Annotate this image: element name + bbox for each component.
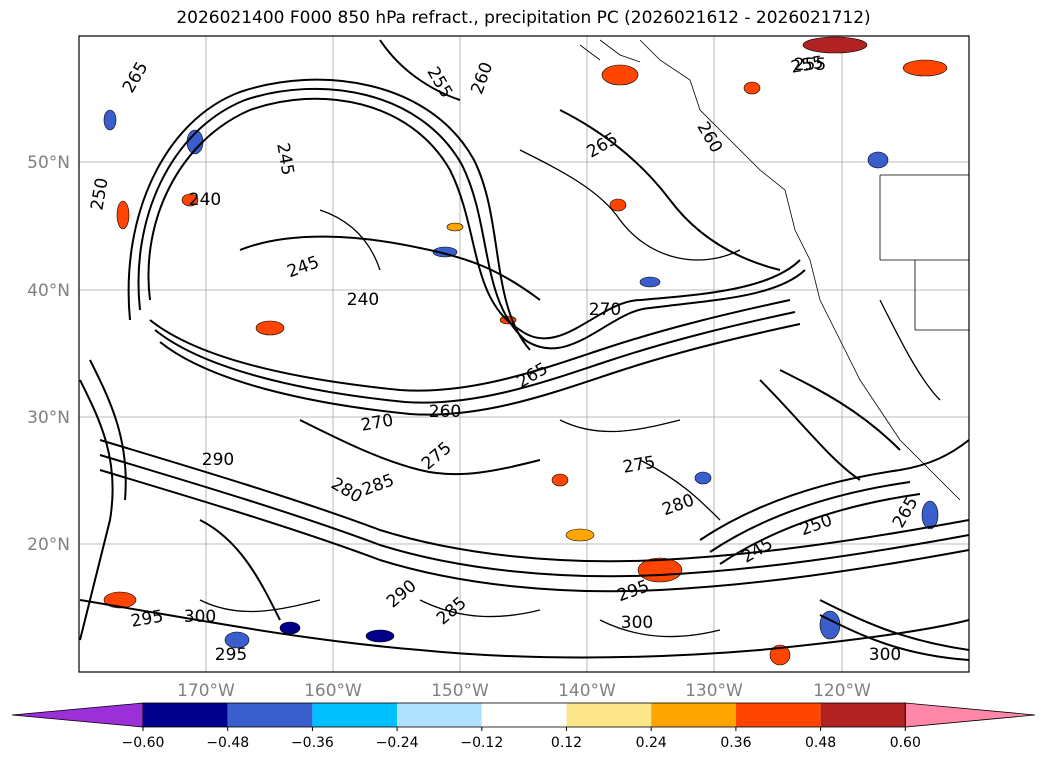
colorbar-segment: [312, 703, 398, 727]
contour-label: 295: [215, 645, 247, 665]
lat-label: 20°N: [27, 535, 70, 555]
contour-label: 260: [429, 402, 461, 422]
colorbar-segment: [143, 703, 228, 727]
colorbar-segment: [820, 703, 906, 727]
lon-label: 130°W: [685, 681, 743, 701]
latitude-labels: 50°N 40°N 30°N 20°N: [27, 153, 70, 555]
contour-label: 290: [202, 450, 234, 470]
lat-label: 50°N: [27, 153, 70, 173]
colorbar-tick-label: 0.24: [636, 735, 667, 751]
contour-label: 300: [869, 645, 901, 665]
longitude-labels: 170°W 160°W 150°W 140°W 130°W 120°W: [177, 681, 871, 701]
contour-label: 240: [347, 290, 379, 310]
colorbar-extend-min: [11, 702, 144, 728]
contour-label: 240: [189, 190, 221, 210]
contour-label: 255: [794, 55, 826, 75]
precip-patches: [103, 36, 948, 666]
colorbar-tick-label: 0.48: [805, 735, 836, 751]
colorbar-segment: [735, 703, 821, 727]
map-title: 2026021400 F000 850 hPa refract., precip…: [176, 8, 871, 28]
colorbar: −0.60 −0.48 −0.36 −0.24 −0.12 0.12 0.24 0.36 0.4…: [11, 702, 1036, 751]
colorbar-tick-label: −0.12: [460, 735, 503, 751]
contour-label: 300: [621, 613, 653, 633]
lon-label: 150°W: [431, 681, 489, 701]
colorbar-tick-label: −0.36: [291, 735, 334, 751]
contour-label: 270: [589, 300, 621, 320]
refractivity-contours: [79, 39, 970, 661]
lon-label: 160°W: [304, 681, 362, 701]
colorbar-tick-label: −0.48: [206, 735, 249, 751]
coastlines: [579, 39, 969, 501]
colorbar-segment: [397, 703, 482, 727]
lat-label: 40°N: [27, 281, 70, 301]
colorbar-tick-label: −0.60: [122, 735, 165, 751]
lat-label: 30°N: [27, 408, 70, 428]
refractivity-contours-thin: [199, 149, 941, 638]
map-border: [78, 35, 970, 673]
contour-label: 300: [184, 607, 216, 627]
lon-label: 140°W: [558, 681, 616, 701]
colorbar-segment: [566, 703, 652, 727]
colorbar-extend-max: [904, 702, 1036, 728]
lon-label: 120°W: [813, 681, 871, 701]
colorbar-tick-label: 0.12: [551, 735, 582, 751]
colorbar-segment: [227, 703, 313, 727]
colorbar-tick-label: −0.24: [376, 735, 419, 751]
colorbar-tick-label: 0.36: [720, 735, 751, 751]
colorbar-segment: [651, 703, 736, 727]
lon-label: 170°W: [177, 681, 235, 701]
colorbar-tick-label: 0.60: [890, 735, 921, 751]
colorbar-segment: [481, 703, 567, 727]
